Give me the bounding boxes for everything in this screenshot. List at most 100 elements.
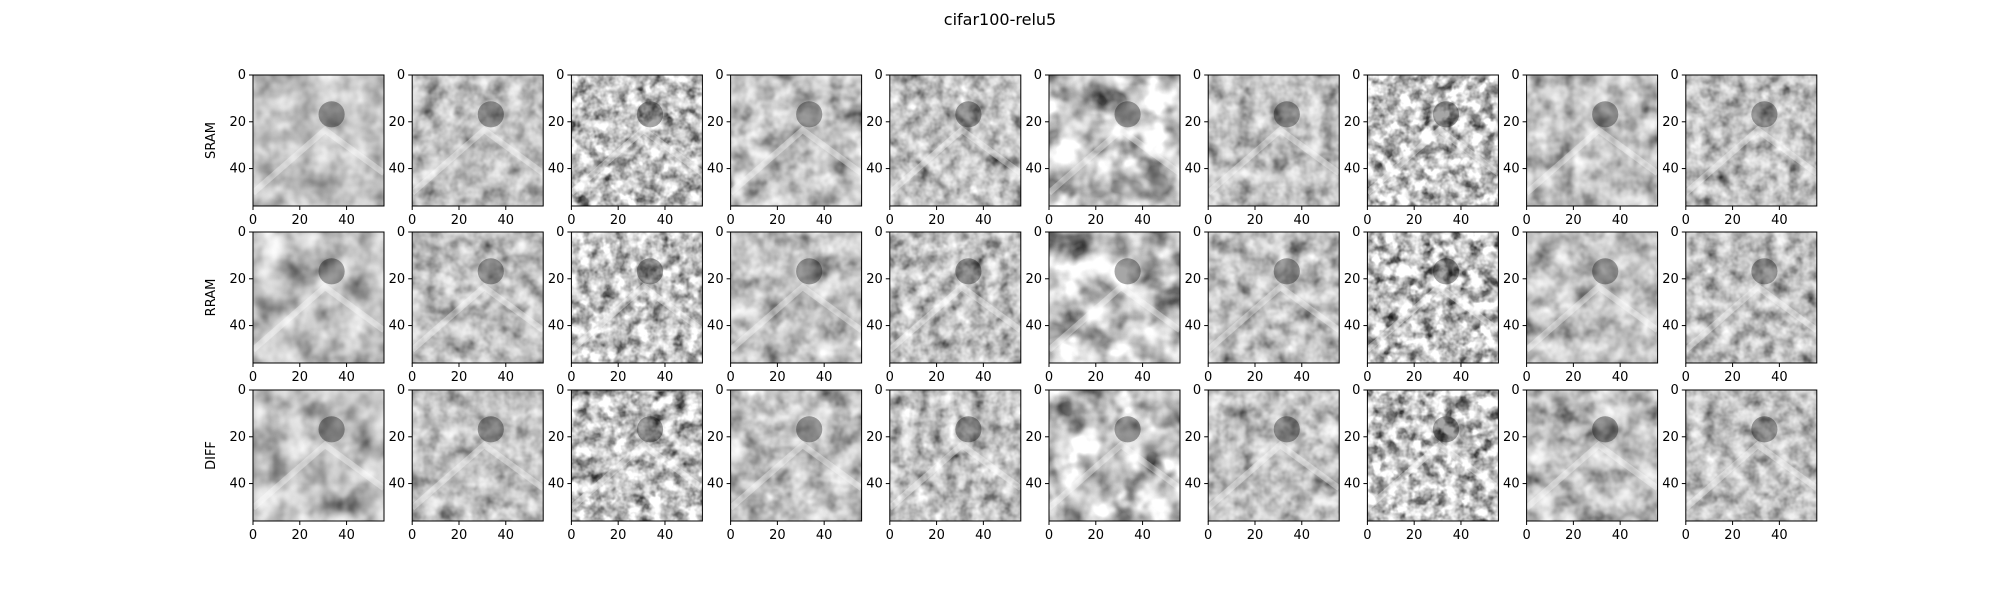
feature-blob (1273, 416, 1300, 443)
x-tick-label: 0 (1682, 213, 1690, 228)
y-tick-label: 0 (1511, 383, 1519, 398)
y-tick-label: 20 (1344, 430, 1361, 445)
y-tick-label: 20 (866, 272, 883, 287)
x-tick-label: 20 (1406, 370, 1423, 385)
x-tick-label: 0 (886, 213, 894, 228)
x-tick-label: 0 (567, 370, 575, 385)
feature-blob (1592, 258, 1619, 285)
y-tick-label: 40 (1503, 477, 1520, 492)
feature-map-image (1526, 232, 1658, 363)
x-tick-label: 0 (1363, 213, 1371, 228)
y-tick-label: 20 (707, 115, 724, 130)
panel-frame (1366, 74, 1499, 207)
panel-frame (1685, 74, 1818, 207)
feature-highlight (569, 441, 705, 511)
x-tick-label: 40 (975, 528, 992, 543)
feature-highlight (251, 441, 386, 511)
feature-blob (636, 416, 664, 443)
x-tick-label: 20 (1565, 213, 1582, 228)
feature-map-image (889, 232, 1021, 363)
x-tick-label: 40 (975, 213, 992, 228)
feature-map-panel: 0 20 40 0 20 40 (1185, 225, 1341, 385)
feature-map-image (1685, 390, 1817, 521)
feature-map-panel: 0 20 40 0 20 40 (707, 225, 864, 385)
y-tick-label: 40 (1344, 319, 1361, 334)
y-tick-label: 20 (1344, 272, 1361, 287)
x-tick-label: 20 (769, 370, 786, 385)
x-tick-label: 20 (1565, 528, 1582, 543)
x-tick-label: 20 (1724, 528, 1741, 543)
feature-map-image (1367, 390, 1499, 521)
x-tick-label: 40 (1293, 528, 1310, 543)
panel-frame (889, 389, 1022, 522)
x-tick-label: 40 (975, 370, 992, 385)
feature-highlight (887, 126, 1023, 196)
y-tick-label: 20 (389, 430, 406, 445)
feature-map-panel: 0 20 40 0 20 40 (1185, 383, 1341, 543)
y-tick-label: 20 (1503, 272, 1520, 287)
x-tick-label: 20 (1406, 213, 1423, 228)
feature-map-image (412, 232, 544, 363)
x-tick-label: 20 (1088, 370, 1105, 385)
x-tick-label: 40 (1134, 370, 1151, 385)
feature-blob (1751, 101, 1778, 128)
y-tick-label: 40 (1185, 477, 1202, 492)
feature-blob (1273, 258, 1300, 285)
y-tick-label: 20 (229, 272, 246, 287)
feature-highlight (410, 126, 545, 196)
feature-map-panel: 0 20 40 0 20 40 (1503, 225, 1660, 385)
y-tick-label: 0 (1352, 383, 1360, 398)
panel-frame (1526, 74, 1659, 207)
feature-map-panel: 0 20 40 0 20 40 (866, 68, 1023, 228)
y-tick-label: 20 (866, 430, 883, 445)
panel-frame (1048, 231, 1181, 364)
x-tick-label: 0 (1045, 528, 1053, 543)
x-tick-label: 40 (1453, 213, 1470, 228)
x-tick-label: 20 (610, 528, 627, 543)
feature-blob (1432, 101, 1460, 128)
x-tick-label: 0 (567, 528, 575, 543)
y-tick-label: 40 (548, 162, 565, 177)
y-tick-label: 20 (866, 115, 883, 130)
feature-highlight (410, 283, 545, 353)
feature-blob (955, 101, 982, 128)
feature-map-image (571, 75, 703, 206)
x-tick-label: 40 (1453, 528, 1470, 543)
x-tick-label: 0 (408, 370, 416, 385)
feature-highlight (410, 441, 545, 511)
y-tick-label: 0 (1671, 225, 1679, 240)
feature-blob (955, 258, 982, 285)
x-tick-label: 40 (1453, 370, 1470, 385)
panel-frame (730, 74, 863, 207)
feature-highlight (1524, 441, 1660, 511)
x-tick-label: 20 (451, 370, 468, 385)
feature-highlight (1365, 441, 1501, 511)
x-tick-label: 20 (769, 528, 786, 543)
feature-map-panel: 0 20 40 0 20 40 (866, 383, 1023, 543)
feature-map-panel: 0 20 40 0 20 40 (1503, 68, 1660, 228)
y-tick-label: 0 (1034, 68, 1042, 83)
feature-map-image (1685, 75, 1817, 206)
feature-blob (318, 101, 345, 128)
panel-frame (1366, 231, 1499, 364)
y-tick-label: 20 (707, 430, 724, 445)
feature-map-panel: 0 20 40 0 20 40 (229, 225, 386, 385)
y-tick-label: 0 (1352, 225, 1360, 240)
y-tick-label: 0 (715, 225, 723, 240)
panel-frame (1048, 389, 1181, 522)
y-tick-label: 0 (1193, 383, 1201, 398)
feature-highlight (887, 283, 1023, 353)
x-tick-label: 40 (338, 213, 355, 228)
x-tick-label: 40 (1771, 370, 1788, 385)
row-label-sram: SRAM (204, 122, 219, 159)
feature-map-image (253, 75, 384, 206)
panel-frame (1207, 74, 1340, 207)
y-tick-label: 40 (1662, 319, 1679, 334)
feature-map-panel: 0 20 40 0 20 40 (707, 383, 864, 543)
feature-highlight (1365, 126, 1501, 196)
y-tick-label: 20 (389, 272, 406, 287)
feature-map-image (1526, 390, 1658, 521)
y-tick-label: 0 (875, 68, 883, 83)
x-tick-label: 0 (1204, 213, 1212, 228)
